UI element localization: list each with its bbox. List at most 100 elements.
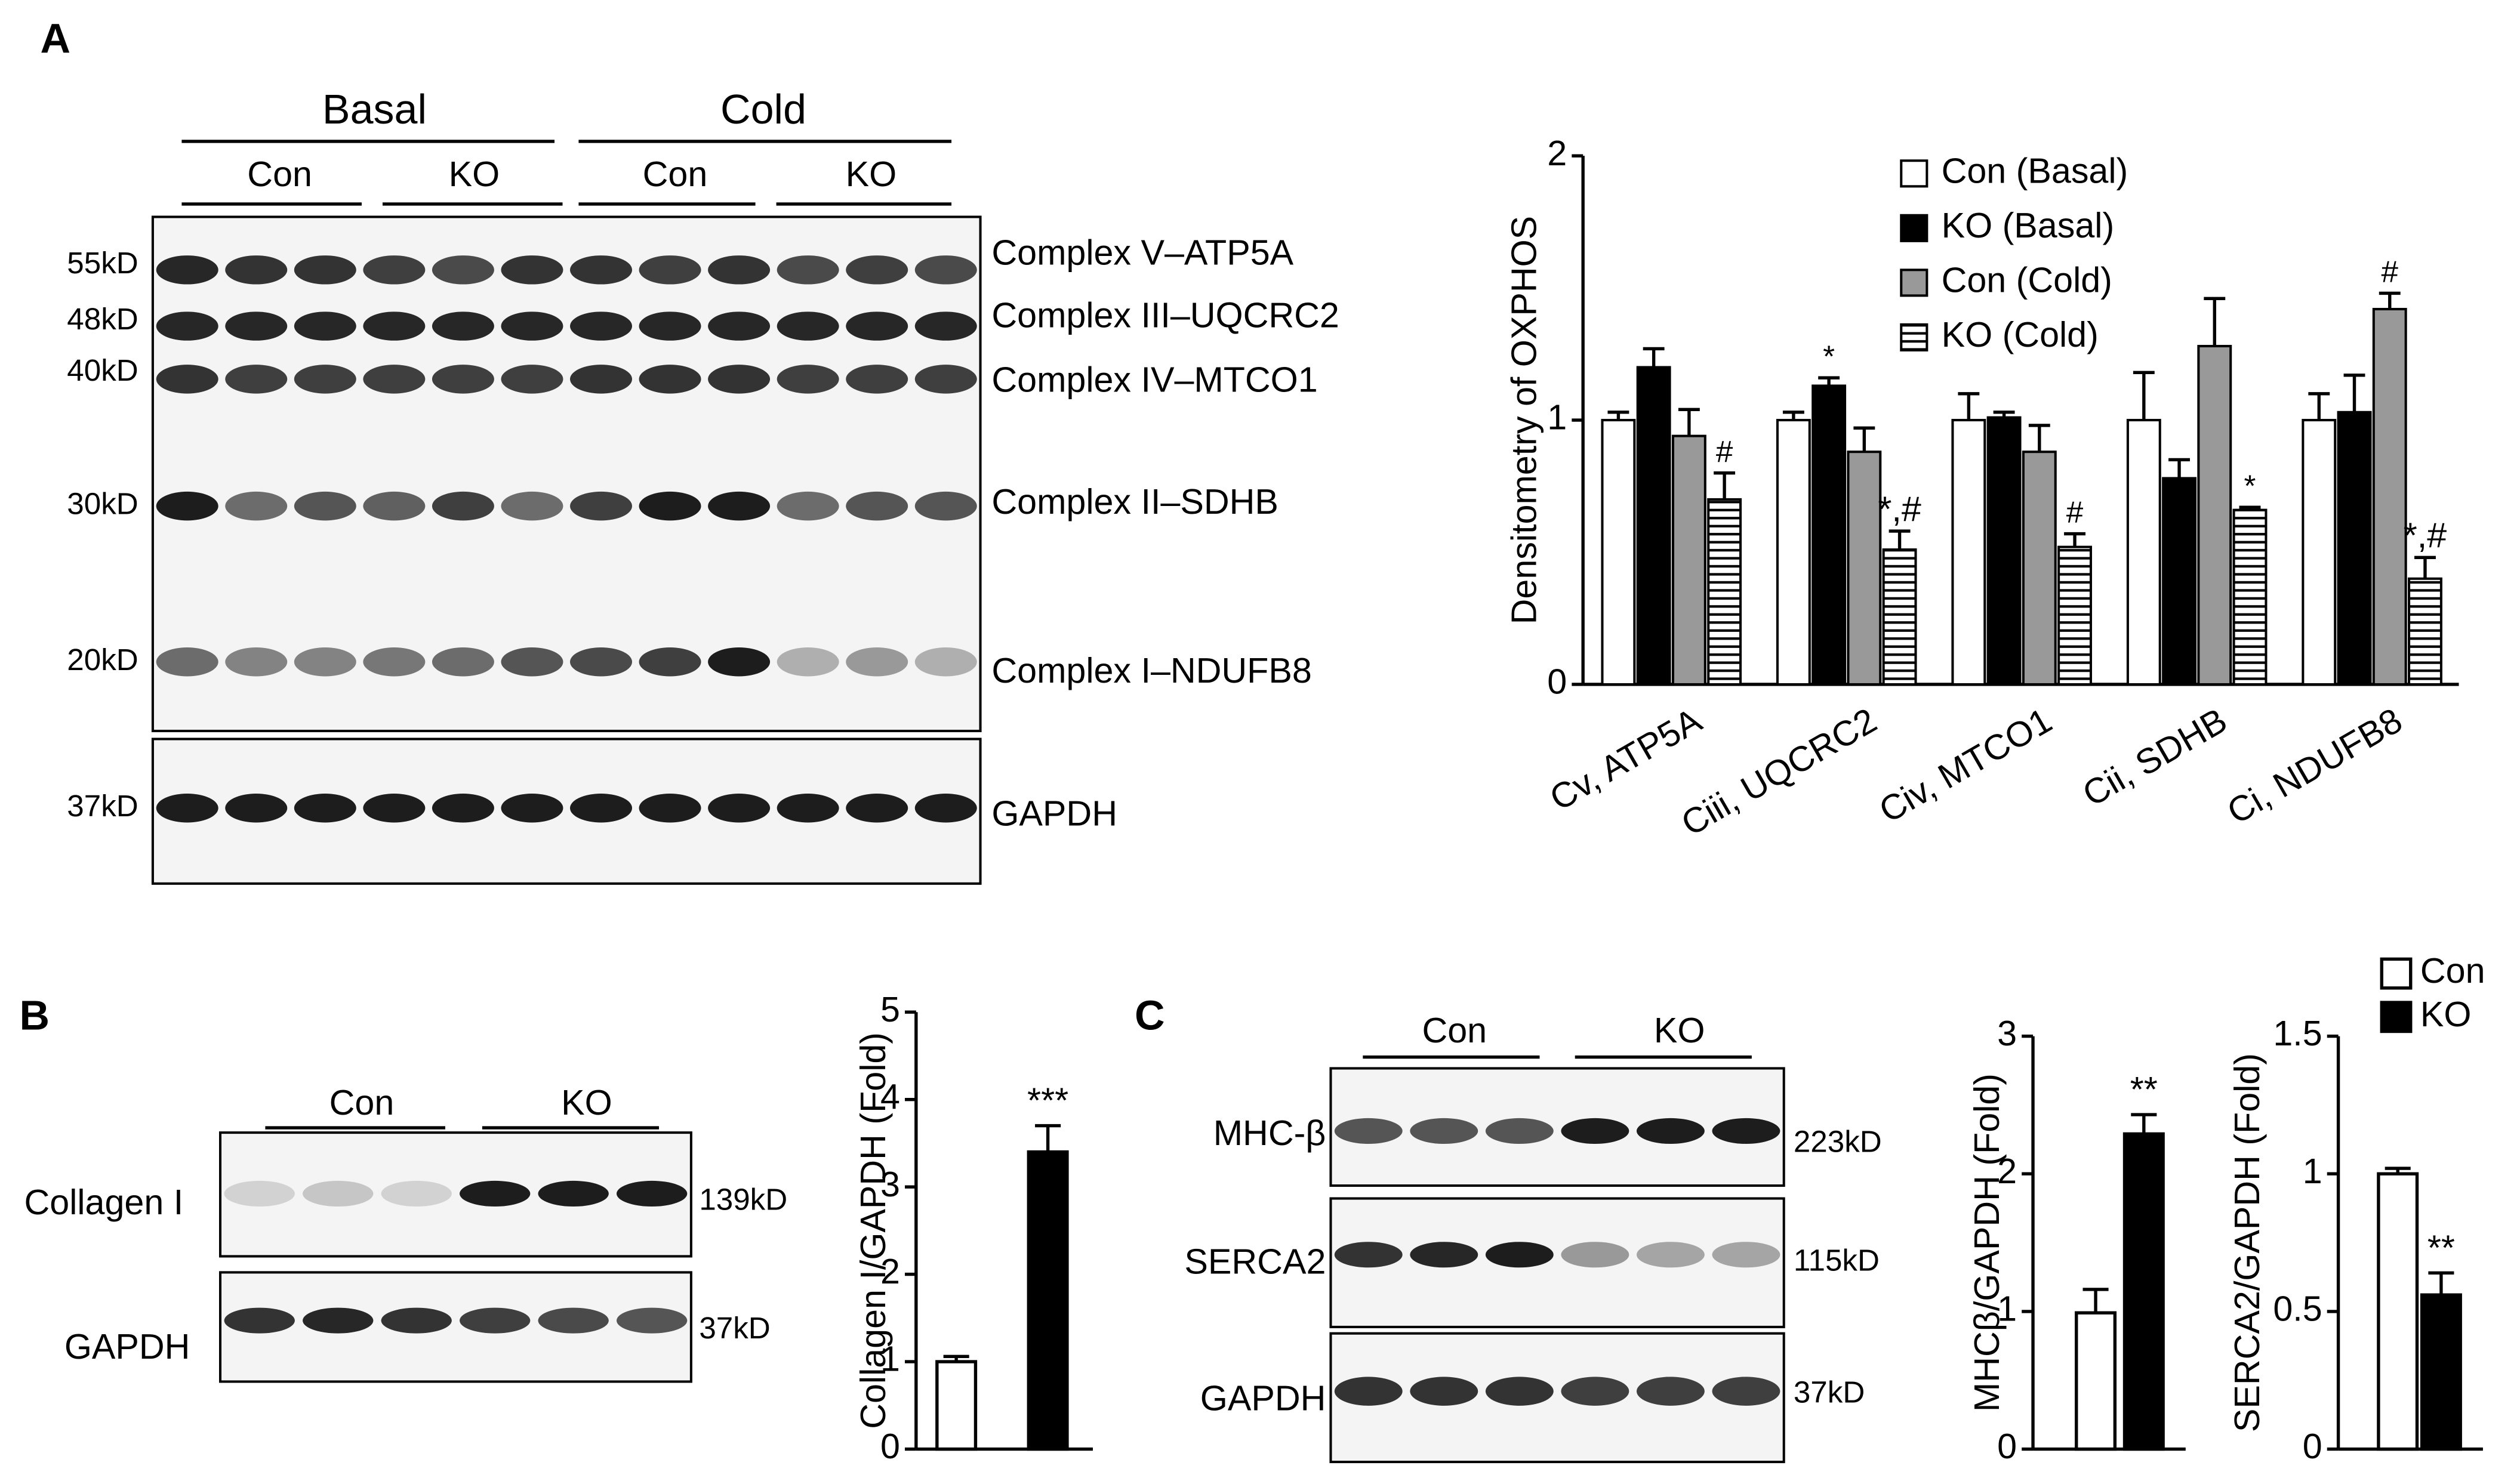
band (501, 365, 563, 394)
band (914, 491, 977, 521)
band (432, 491, 494, 521)
blot (151, 215, 982, 733)
band (363, 491, 426, 521)
band (1561, 1377, 1629, 1406)
band (363, 794, 426, 823)
y-axis-label: Densitometry of OXPHOS (1504, 216, 1544, 625)
y-tick-label: 4 (880, 1076, 900, 1116)
band (225, 647, 288, 677)
band (432, 311, 494, 341)
band (432, 365, 494, 394)
y-tick-label: 0.5 (2273, 1289, 2322, 1329)
bar (1776, 419, 1811, 686)
legend-label: Con (Cold) (1942, 260, 2112, 300)
band (156, 647, 218, 677)
marker-label: 20kD (67, 643, 138, 677)
bar (2302, 419, 2337, 686)
band (570, 794, 633, 823)
band (501, 647, 563, 677)
legend-swatch (1900, 214, 1928, 242)
band (846, 491, 908, 521)
band (708, 794, 771, 823)
band (1561, 1118, 1629, 1144)
marker-label: 55kD (67, 246, 138, 280)
band (914, 255, 977, 285)
band (846, 365, 908, 394)
bar (1951, 419, 1986, 686)
band (294, 491, 356, 521)
band (363, 647, 426, 677)
legend-label: KO (2420, 994, 2472, 1034)
significance: ** (2130, 1069, 2158, 1109)
row-label: GAPDH (1200, 1378, 1326, 1418)
bar (1847, 451, 1882, 686)
bar (2408, 577, 2442, 686)
band (156, 255, 218, 285)
y-tick-label: 2 (880, 1251, 900, 1291)
bar (2126, 419, 2161, 686)
marker-label: 139kD (699, 1182, 787, 1216)
band (639, 794, 701, 823)
legend-label: KO (Basal) (1942, 205, 2115, 245)
band (538, 1180, 609, 1207)
band (1410, 1377, 1478, 1406)
band (914, 311, 977, 341)
band (846, 794, 908, 823)
band (224, 1180, 295, 1207)
group-label: Con (329, 1082, 395, 1122)
band (501, 794, 563, 823)
band (846, 647, 908, 677)
band (1485, 1118, 1554, 1144)
band (777, 491, 839, 521)
bar (2420, 1293, 2462, 1451)
significance: *** (1027, 1081, 1068, 1121)
band (1334, 1242, 1403, 1268)
significance: # (2066, 495, 2084, 529)
band (294, 365, 356, 394)
bar (1707, 498, 1742, 686)
band-label: Complex I–NDUFB8 (991, 650, 1311, 690)
bar (1601, 419, 1636, 686)
y-tick-label: 1 (880, 1339, 900, 1379)
x-tick-label: Cii, SDHB (2076, 700, 2234, 814)
x-tick-label: Ci, NDUFB8 (2220, 700, 2409, 832)
band-label: Complex III–UQCRC2 (991, 295, 1339, 335)
band (294, 647, 356, 677)
y-tick-label: 0 (1547, 662, 1567, 702)
band (846, 255, 908, 285)
group-label: KO (561, 1082, 612, 1122)
bar (2057, 545, 2092, 686)
band (432, 255, 494, 285)
band (914, 647, 977, 677)
band (639, 365, 701, 394)
panel-label: A (40, 15, 70, 61)
band (303, 1180, 374, 1207)
group-label: Con (643, 154, 708, 194)
blot (219, 1131, 692, 1258)
band (914, 794, 977, 823)
band (501, 255, 563, 285)
band (1334, 1377, 1403, 1406)
legend-swatch (2380, 1001, 2413, 1033)
band (1712, 1377, 1780, 1406)
y-tick-label: 1 (1547, 397, 1567, 437)
legend-swatch (2380, 957, 2413, 990)
y-tick-label: 1.5 (2273, 1013, 2322, 1053)
band (156, 365, 218, 394)
legend-swatch (1900, 159, 1928, 188)
band (501, 311, 563, 341)
band (639, 255, 701, 285)
significance: # (1716, 434, 1733, 468)
band (381, 1180, 452, 1207)
bar (2232, 508, 2268, 686)
legend-label: Con (2420, 951, 2485, 991)
marker-label: 48kD (67, 302, 138, 336)
bar (2162, 477, 2196, 686)
band (432, 794, 494, 823)
band (570, 365, 633, 394)
band (777, 365, 839, 394)
significance: * (2244, 468, 2256, 502)
y-tick-label: 3 (880, 1164, 900, 1204)
